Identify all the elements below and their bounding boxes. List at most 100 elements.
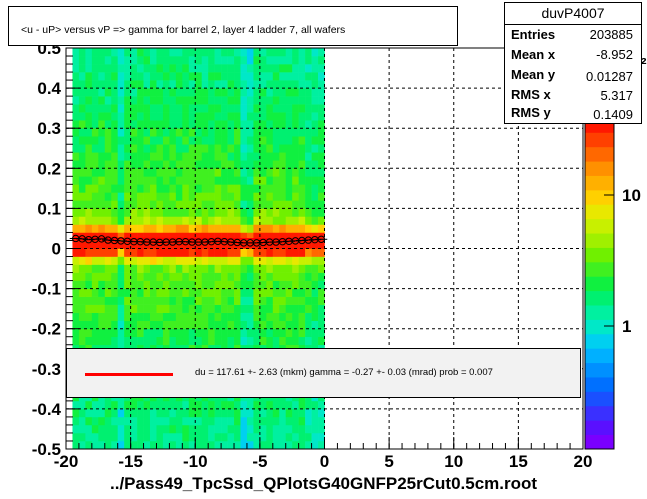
heatmap-cell [188, 104, 196, 113]
heatmap-cell [85, 416, 93, 426]
heatmap-cell [246, 224, 254, 233]
heatmap-cell [104, 416, 112, 426]
heatmap-cell [201, 56, 209, 65]
heatmap-cell [85, 248, 93, 257]
heatmap-cell [234, 88, 241, 97]
heatmap-cell [246, 200, 254, 209]
heatmap-cell [208, 280, 215, 289]
heatmap-cell [137, 408, 144, 418]
heatmap-cell [124, 432, 131, 442]
heatmap-cell [175, 200, 183, 209]
heatmap-cell [227, 224, 235, 233]
heatmap-cell [298, 184, 306, 193]
heatmap-cell [240, 272, 248, 281]
heatmap-cell [259, 136, 267, 145]
heatmap-cell [104, 312, 112, 321]
heatmap-cell [117, 280, 125, 289]
heatmap-cell [259, 400, 267, 410]
heatmap-cell [195, 336, 203, 346]
profile-points [69, 234, 328, 247]
heatmap-cell [214, 424, 222, 434]
heatmap-cell [285, 80, 293, 89]
heatmap-cell [195, 192, 203, 201]
heatmap-cell [298, 304, 306, 313]
heatmap-cell [98, 168, 106, 177]
heatmap-cell [124, 272, 131, 281]
heatmap-cell [240, 112, 248, 121]
heatmap-cell [162, 208, 170, 217]
heatmap-cell [182, 408, 190, 418]
heatmap-cell [143, 432, 151, 442]
heatmap-cell [201, 200, 209, 209]
heatmap-cell [214, 96, 222, 105]
heatmap-cell [150, 80, 157, 89]
heatmap-cell [253, 328, 261, 338]
heatmap-cell [137, 264, 144, 273]
heatmap-cell [85, 208, 93, 217]
heatmap-cell [240, 440, 248, 449]
heatmap-cell [285, 264, 293, 273]
heatmap-cell [311, 216, 319, 225]
heatmap-cell [175, 232, 183, 241]
heatmap-cell [91, 64, 99, 73]
heatmap-cell [298, 216, 306, 225]
stat-value-mean-x: -8.952 [596, 47, 633, 62]
heatmap-cell [214, 176, 222, 185]
heatmap-cell [137, 280, 144, 289]
heatmap-cell [156, 136, 164, 145]
heatmap-cell [253, 400, 261, 410]
heatmap-cell [111, 200, 118, 209]
heatmap-cell [169, 272, 177, 281]
heatmap-cell [195, 416, 203, 426]
heatmap-cell [221, 248, 228, 257]
heatmap-cell [246, 440, 254, 449]
heatmap-cell [175, 96, 183, 105]
heatmap-cell [246, 192, 254, 201]
heatmap-cell [298, 200, 306, 209]
heatmap-cell [91, 440, 99, 449]
heatmap-cell [318, 184, 325, 193]
heatmap-cell [279, 48, 287, 57]
heatmap-cell [246, 280, 254, 289]
heatmap-cell [318, 296, 325, 305]
heatmap-cell [208, 216, 215, 225]
heatmap-cell [318, 104, 325, 113]
heatmap-cell [214, 128, 222, 137]
heatmap-cell [188, 168, 196, 177]
heatmap-cell [162, 248, 170, 257]
heatmap-cell [98, 128, 106, 137]
heatmap-cell [272, 280, 280, 289]
heatmap-cell [227, 424, 235, 434]
heatmap-cell [188, 232, 196, 241]
heatmap-cell [201, 208, 209, 217]
heatmap-cell [298, 48, 306, 57]
heatmap-cell [208, 304, 215, 313]
heatmap-cell [188, 152, 196, 161]
heatmap-cell [311, 128, 319, 137]
heatmap-cell [246, 184, 254, 193]
heatmap-cell [240, 144, 248, 153]
heatmap-cell [130, 256, 138, 265]
heatmap-cell [91, 272, 99, 281]
heatmap-cell [91, 408, 99, 418]
heatmap-cell [221, 272, 228, 281]
heatmap-cell [162, 224, 170, 233]
heatmap-cell [318, 432, 325, 442]
heatmap-cell [272, 64, 280, 73]
heatmap-cell [240, 192, 248, 201]
heatmap-cell [143, 272, 151, 281]
heatmap-cell [117, 224, 125, 233]
heatmap-cell [311, 304, 319, 313]
heatmap-cell [234, 200, 241, 209]
heatmap-cell [214, 144, 222, 153]
heatmap-cell [124, 400, 131, 410]
heatmap-cell [111, 216, 118, 225]
heatmap-cell [104, 304, 112, 313]
heatmap-cell [143, 168, 151, 177]
heatmap-cell [246, 424, 254, 434]
heatmap-cell [311, 280, 319, 289]
heatmap-cell [117, 192, 125, 201]
heatmap-cell [143, 424, 151, 434]
heatmap-cell [111, 288, 118, 297]
heatmap-cell [98, 104, 106, 113]
